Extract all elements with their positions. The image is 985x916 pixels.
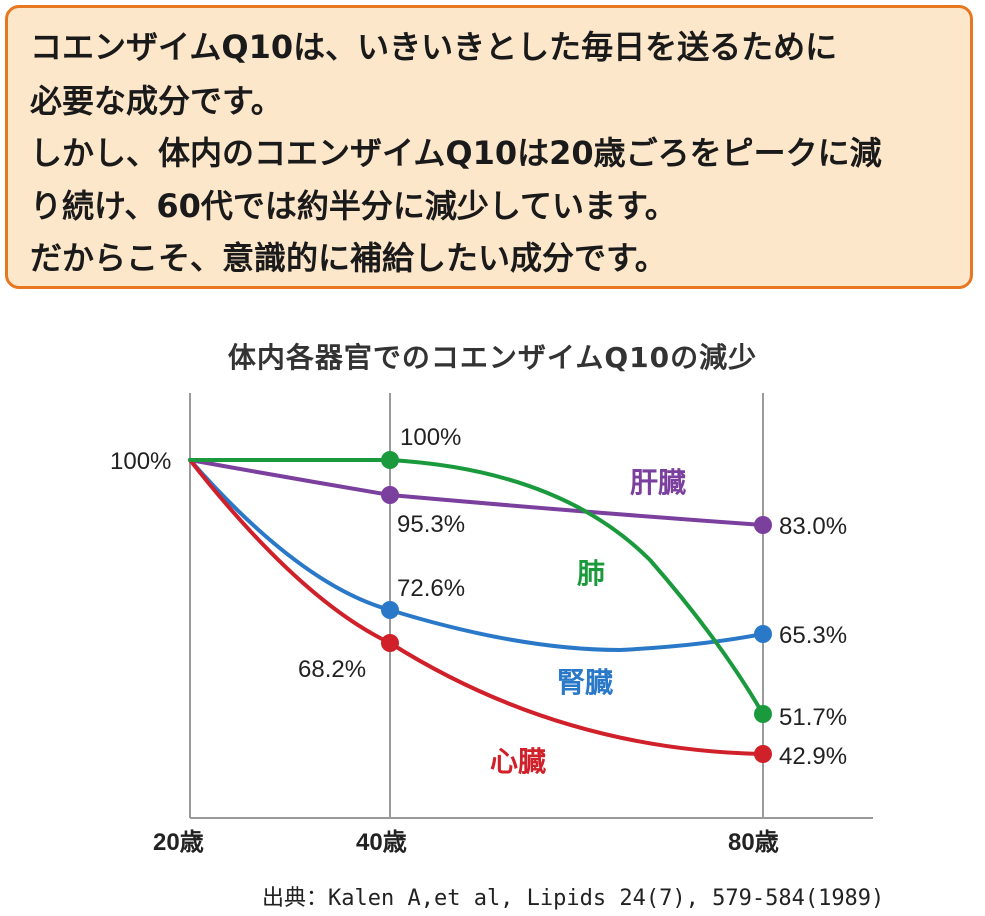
intro-line-4: り続け、60代では約半分に減少しています。 <box>30 187 677 225</box>
source-citation: 出典：Kalen A,et al, Lipids 24(7), 579-584(… <box>262 886 885 911</box>
label-liver-80: 83.0% <box>779 513 847 540</box>
legend-lung: 肺 <box>577 557 605 590</box>
marker-liver-40 <box>381 486 399 504</box>
intro-line-5: だからこそ、意識的に補給したい成分です。 <box>30 239 667 277</box>
label-kidney-40: 72.6% <box>397 575 465 602</box>
label-heart-40: 68.2% <box>298 656 366 683</box>
intro-line-1: コエンザイムQ10は、いきいきとした毎日を送るために <box>30 28 838 66</box>
intro-line-2: 必要な成分です。 <box>30 82 283 120</box>
chart-title: 体内各器官でのコエンザイムQ10の減少 <box>227 341 758 374</box>
legend-kidney: 腎臓 <box>557 666 613 699</box>
x-tick-20: 20歳 <box>153 828 204 856</box>
legend-liver: 肝臓 <box>630 466 686 499</box>
marker-liver-80 <box>754 516 772 534</box>
marker-heart-80 <box>754 745 772 763</box>
label-liver-40: 95.3% <box>397 511 465 538</box>
legend-heart: 心臓 <box>490 745 546 778</box>
x-tick-40: 40歳 <box>356 828 407 856</box>
series-kidney-line <box>188 458 765 653</box>
marker-heart-40 <box>381 634 399 652</box>
series-heart-line <box>188 458 765 756</box>
label-kidney-80: 65.3% <box>779 622 847 649</box>
marker-lung-80 <box>754 705 772 723</box>
label-lung-40: 100% <box>400 424 461 451</box>
label-heart-80: 42.9% <box>779 743 847 770</box>
series-lung-line <box>188 458 765 716</box>
intro-callout-box <box>5 5 973 289</box>
series-markers <box>381 451 772 763</box>
label-lung-80: 51.7% <box>779 704 847 731</box>
marker-kidney-80 <box>754 625 772 643</box>
marker-lung-40 <box>381 451 399 469</box>
marker-kidney-40 <box>381 601 399 619</box>
x-tick-80: 80歳 <box>728 828 779 856</box>
series-liver-line <box>188 458 765 527</box>
y-start-label: 100% <box>110 448 171 475</box>
intro-line-3: しかし、体内のコエンザイムQ10は20歳ごろをピークに減 <box>30 134 882 172</box>
